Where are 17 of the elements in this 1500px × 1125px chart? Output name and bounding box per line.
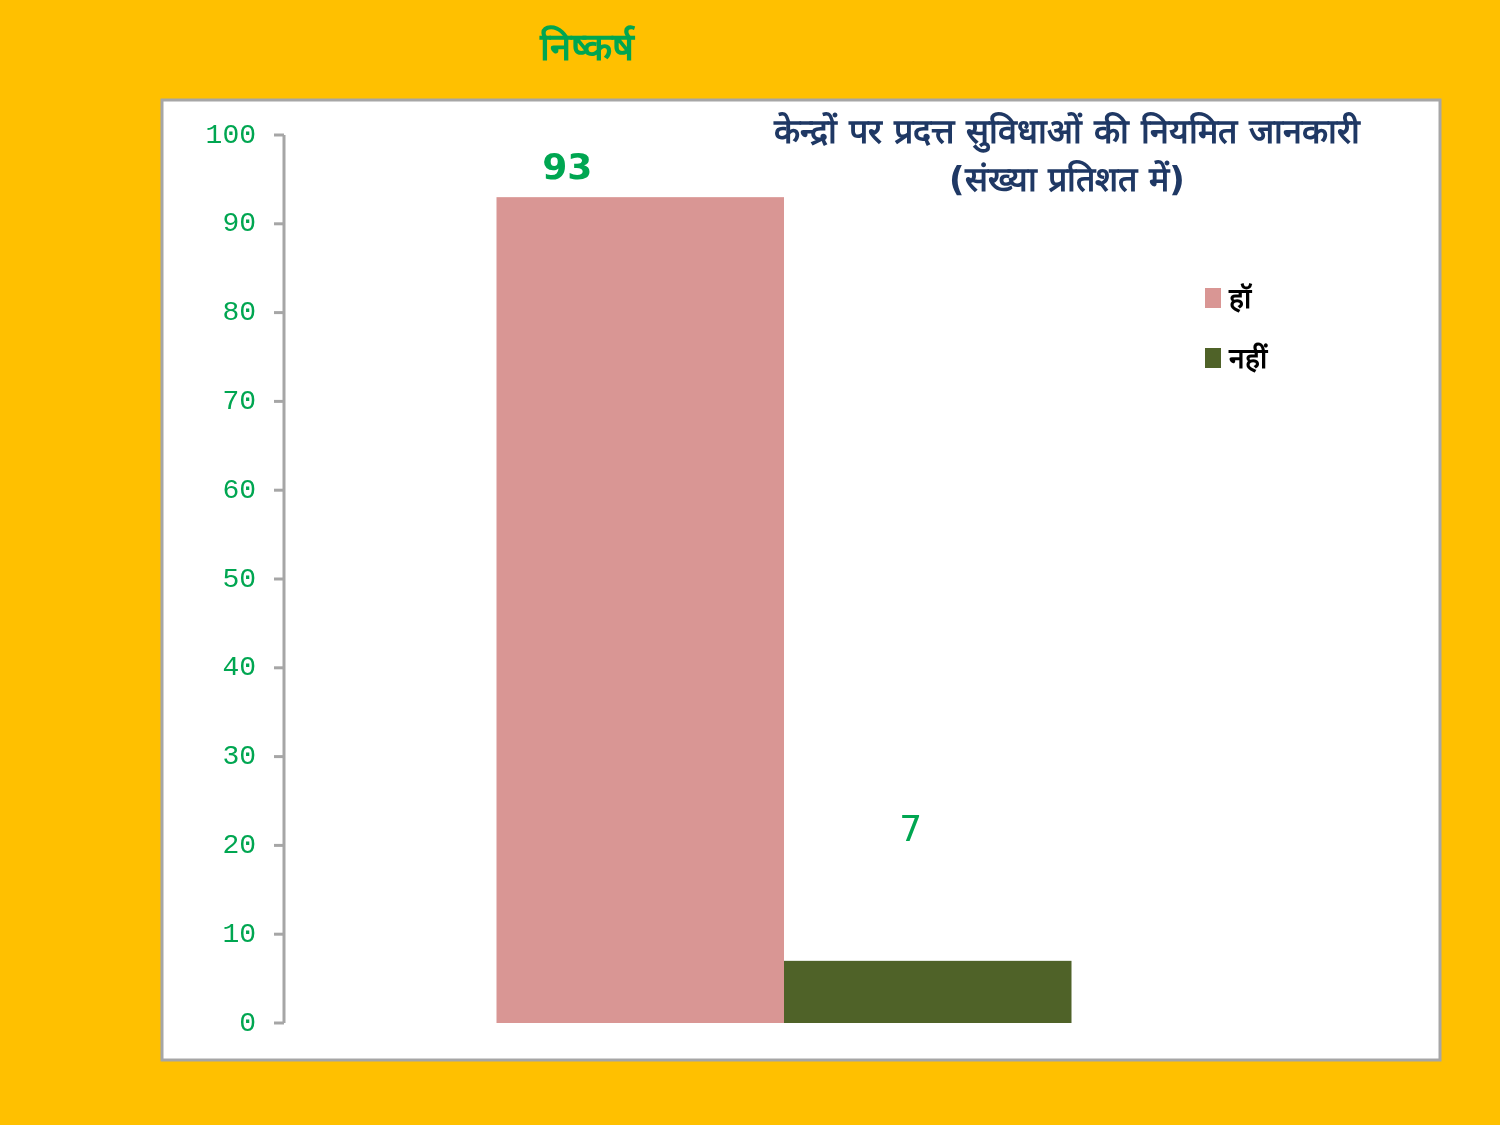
data-label: 93	[542, 146, 593, 188]
y-tick-label: 80	[222, 297, 256, 329]
y-tick-label: 40	[222, 652, 256, 684]
legend-label: नहीं	[1228, 341, 1269, 375]
y-tick-label: 100	[205, 119, 256, 151]
chart-subtitle: केन्द्रों पर प्रदत्त सुविधाओं की नियमित जानकारी (संख्या प्रतिशत में)	[772, 111, 1362, 199]
y-tick-label: 10	[222, 918, 256, 950]
y-tick-label: 90	[222, 208, 256, 240]
y-tick-label: 70	[222, 385, 256, 417]
data-label: 7	[899, 807, 923, 849]
legend-label: हॉ	[1228, 281, 1253, 315]
y-tick-label: 50	[222, 563, 256, 595]
y-tick-label: 30	[222, 741, 256, 773]
y-tick-label: 20	[222, 829, 256, 861]
y-tick-label: 60	[222, 474, 256, 506]
y-tick-label: 0	[239, 1007, 256, 1039]
chart-title: निष्कर्ष	[539, 25, 636, 69]
